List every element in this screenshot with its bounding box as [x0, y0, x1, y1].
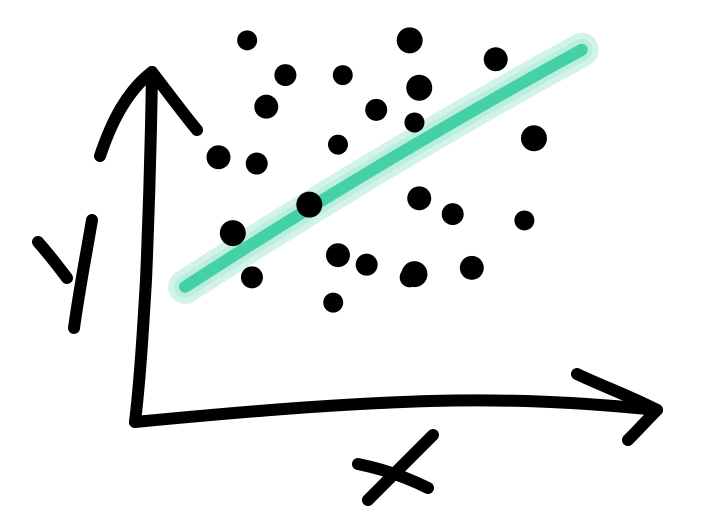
data-point [325, 243, 350, 268]
data-point [514, 210, 535, 231]
data-point [327, 134, 348, 155]
x-axis-arrowhead [571, 368, 663, 446]
data-point [401, 261, 428, 288]
x-axis-label [352, 429, 439, 506]
data-point [254, 94, 279, 119]
y-axis-label [32, 214, 98, 334]
data-point [355, 253, 378, 276]
data-point [274, 64, 297, 87]
data-point [240, 266, 263, 289]
data-point [459, 255, 484, 280]
data-point [406, 74, 433, 101]
data-point [219, 220, 246, 247]
data-point [332, 65, 353, 86]
trend-line-stroke [179, 43, 588, 293]
data-point [323, 292, 344, 313]
y-axis-line [129, 66, 158, 428]
data-point [396, 27, 423, 54]
data-point [245, 152, 268, 175]
data-point [441, 203, 464, 226]
data-points [206, 27, 547, 313]
data-point [237, 30, 258, 51]
data-point [483, 47, 508, 72]
x-axis-line [129, 394, 663, 428]
data-point [520, 125, 547, 152]
data-point [296, 191, 323, 218]
axes [94, 66, 663, 446]
y-axis-arrowhead [94, 66, 203, 162]
data-point [404, 112, 425, 133]
data-point [206, 145, 231, 170]
trend-line [168, 32, 599, 304]
data-point [365, 98, 388, 121]
data-point [407, 186, 432, 211]
